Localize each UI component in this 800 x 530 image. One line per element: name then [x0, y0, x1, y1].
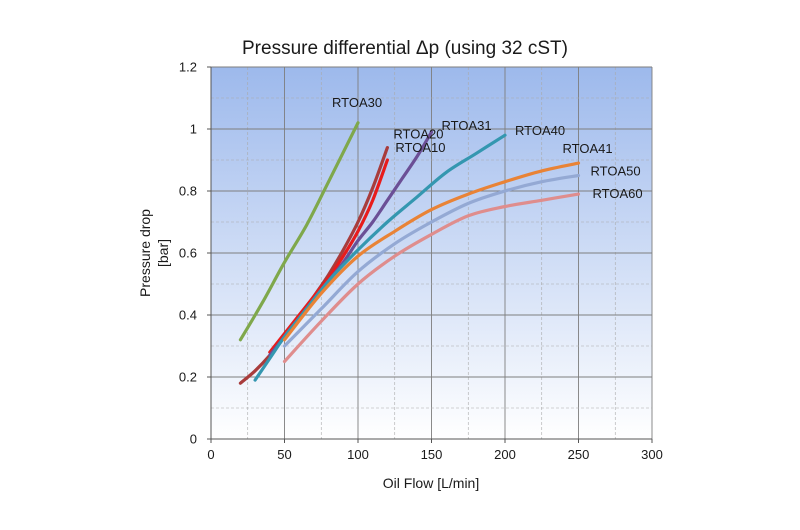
- y-tick-label: 0.8: [179, 184, 197, 199]
- series-layer: [238, 121, 581, 385]
- y-tick-label: 0.6: [179, 246, 197, 261]
- y-tick-label: 0.2: [179, 370, 197, 385]
- y-tick-label: 0.4: [179, 308, 197, 323]
- series-label-rtoa60: RTOA60: [593, 186, 643, 201]
- series-line-rtoa30: [238, 121, 360, 342]
- x-tick-label: 50: [277, 447, 291, 462]
- y-axis-title: Pressure drop: [137, 209, 153, 297]
- series-line-rtoa40: [253, 133, 507, 382]
- chart-title: Pressure differential Δp (using 32 cST): [242, 38, 568, 59]
- series-label-rtoa41: RTOA41: [563, 141, 613, 156]
- series-label-rtoa30: RTOA30: [332, 95, 382, 110]
- axes: 0 50 100 150 200 250 300 0 0.2 0.4 0.6 0.8 1 1.2: [179, 60, 663, 463]
- y-tick-label: 1.2: [179, 60, 197, 75]
- y-tick-label: 0: [190, 432, 197, 447]
- series-line-rtoa50: [282, 173, 581, 348]
- series-line-rtoa41: [282, 161, 581, 342]
- x-tick-label: 200: [494, 447, 516, 462]
- series-line-rtoa10: [268, 158, 389, 354]
- x-tick-label: 150: [421, 447, 443, 462]
- x-tick-label: 250: [568, 447, 590, 462]
- grid-lines: [210, 66, 653, 440]
- series-label-rtoa20: RTOA20: [393, 127, 443, 142]
- series-label-rtoa10: RTOA10: [395, 140, 445, 155]
- x-tick-label: 0: [207, 447, 214, 462]
- x-axis-title: Oil Flow [L/min]: [383, 475, 479, 491]
- x-tick-label: 300: [641, 447, 663, 462]
- x-tick-label: 100: [347, 447, 369, 462]
- series-label-rtoa50: RTOA50: [591, 164, 641, 179]
- series-label-rtoa31: RTOA31: [442, 118, 492, 133]
- series-line-rtoa60: [282, 192, 581, 364]
- y-axis-unit: [bar]: [155, 239, 171, 267]
- series-label-rtoa40: RTOA40: [515, 123, 565, 138]
- y-tick-label: 1: [190, 122, 197, 137]
